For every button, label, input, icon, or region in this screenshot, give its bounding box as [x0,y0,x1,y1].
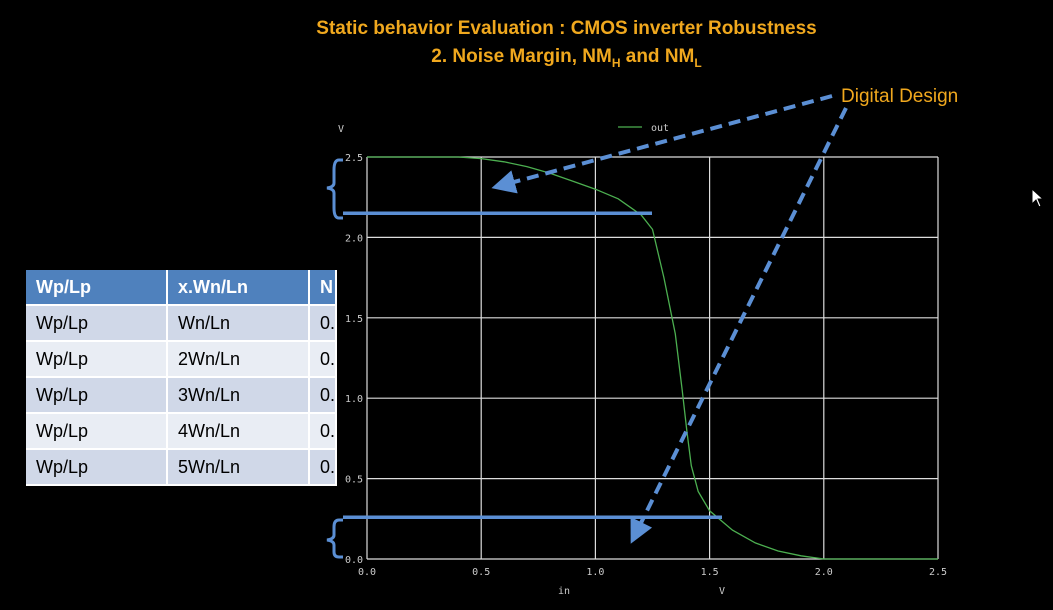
x-tick-label: 2.5 [929,567,947,578]
table-cell: 0. [309,413,338,450]
table-cell: Wn/Ln [167,305,310,342]
table-row: Wp/Lp 5Wn/Ln 0. [26,449,338,486]
table-row: Wp/Lp 3Wn/Ln 0. [26,377,338,414]
series-line-out [367,156,938,560]
table-row: Wp/Lp 4Wn/Ln 0. [26,413,338,450]
y-axis-unit: V [338,124,344,135]
table-cell: 0. [309,377,338,414]
noise-margin-annotations [326,94,848,559]
chart-ticks: 0.0 0.5 1.0 1.5 2.0 2.5 0.0 0.5 1.0 1.5 2.0 2.5 in V V [338,124,947,597]
table-header-cell: x.Wn/Ln [167,270,310,306]
x-axis-unit: V [719,586,725,597]
table-row: Wp/Lp Wn/Ln 0. [26,305,338,342]
x-axis-label: in [558,586,570,597]
x-tick-label: 2.0 [815,567,833,578]
table-cell: 5Wn/Ln [167,449,310,486]
table-cell: 2Wn/Ln [167,341,310,378]
legend-label-out: out [651,123,669,134]
chart-grid [366,156,939,560]
y-tick-label: 2.5 [345,153,363,164]
x-tick-label: 0.0 [358,567,376,578]
chart-series [367,156,938,560]
table-cell: 0. [309,305,338,342]
slide-title-line1: Static behavior Evaluation : CMOS invert… [316,18,817,39]
table-cell: Wp/Lp [26,305,168,342]
table-cell: 0. [309,449,338,486]
table-row: Wp/Lp 2Wn/Ln 0. [26,341,338,378]
table-header-cell: N [309,270,338,306]
y-tick-label: 0.5 [345,475,363,486]
table-cell: 0. [309,341,338,378]
y-tick-label: 2.0 [345,233,363,244]
x-tick-label: 0.5 [472,567,490,578]
table-cell: 4Wn/Ln [167,413,310,450]
y-tick-label: 1.0 [345,394,363,405]
transistor-sizing-table: Wp/Lp x.Wn/Ln N Wp/Lp Wn/Ln 0. Wp/Lp 2Wn… [26,270,338,486]
nml-bracket [326,518,343,559]
table-header-row: Wp/Lp x.Wn/Ln N [26,270,338,306]
table-cell: Wp/Lp [26,413,168,450]
digital-design-label: Digital Design [841,86,959,107]
slide-title-line2: 2. Noise Margin, NMH and NML [431,46,702,70]
table-cell: Wp/Lp [26,377,168,414]
x-tick-label: 1.5 [701,567,719,578]
dashed-arrow-upper [491,94,833,194]
y-tick-label: 0.0 [345,555,363,566]
table-cell: Wp/Lp [26,449,168,486]
table-header-cell: Wp/Lp [26,270,168,306]
dashed-arrow-lower [630,107,848,544]
y-tick-label: 1.5 [345,314,363,325]
mouse-cursor-icon [1031,187,1045,213]
table-cell: Wp/Lp [26,341,168,378]
table-cell: 3Wn/Ln [167,377,310,414]
chart-legend: out [618,123,669,134]
x-tick-label: 1.0 [586,567,604,578]
nmh-bracket [326,158,343,220]
